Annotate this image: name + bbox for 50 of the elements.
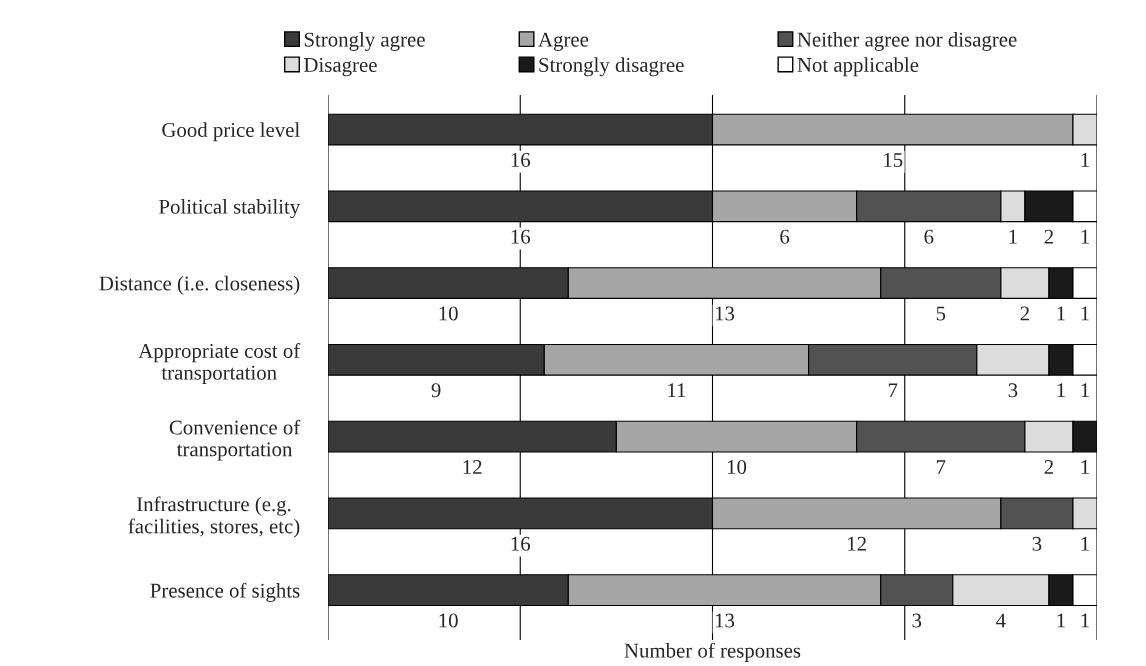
data-label: 1 [1081,229,1089,244]
data-label: 1 [1081,460,1089,474]
legend-label: Not applicable [797,57,919,77]
legend-label: Strongly agree [304,31,425,51]
data-label: 6 [780,229,790,244]
data-label: 2 [1044,460,1053,474]
data-label: 5 [936,306,946,321]
data-label: 10 [439,613,458,628]
data-label: 3 [1032,536,1042,551]
data-label: 4 [996,613,1006,628]
data-label: 7 [888,383,898,398]
data-label: 3 [912,613,922,628]
data-label: 1 [1057,383,1065,398]
data-label: 1 [1081,536,1089,551]
data-label: 13 [715,306,735,321]
y-tick-label: Convenience of transportation [169,419,301,461]
data-label: 2 [1044,229,1053,244]
data-label: 16 [511,536,531,551]
data-label: 12 [463,460,482,474]
data-label: 1 [1057,306,1065,321]
data-label: 16 [511,229,531,244]
data-label: 12 [848,536,866,551]
y-tick-label: Good price level [162,122,300,142]
data-label: 1 [1081,613,1089,628]
data-label: 1 [1081,383,1089,398]
data-label: 3 [1008,383,1018,398]
data-label: 10 [727,459,747,475]
legend-label: Neither agree nor disagree [797,31,1017,51]
x-axis-title: Number of responses [624,642,801,662]
y-tick-label: Distance (i.e. closeness) [99,275,300,295]
data-label: 9 [431,383,441,398]
data-label: 1 [1009,229,1017,244]
data-label: 10 [439,306,458,321]
y-tick-label: Infrastructure (e.g. facilities, stores, etc) [128,496,300,538]
data-label: 15 [884,153,903,167]
data-label: 1 [1081,306,1089,321]
data-label: 11 [668,383,686,398]
data-label: 1 [1081,153,1089,167]
data-label: 6 [924,229,934,244]
y-tick-label: Presence of sights [150,582,300,602]
legend-label: Strongly disagree [539,57,684,77]
data-label: 1 [1057,613,1065,628]
data-label: 7 [936,460,946,474]
data-label: 13 [715,613,735,628]
legend-label: Disagree [304,57,377,77]
data-label: 2 [1020,306,1029,321]
legend-label: Agree [538,32,589,51]
y-tick-label: Appropriate cost of transportation [138,343,301,384]
data-label: 16 [511,153,531,167]
y-tick-label: Political stability [159,199,301,219]
